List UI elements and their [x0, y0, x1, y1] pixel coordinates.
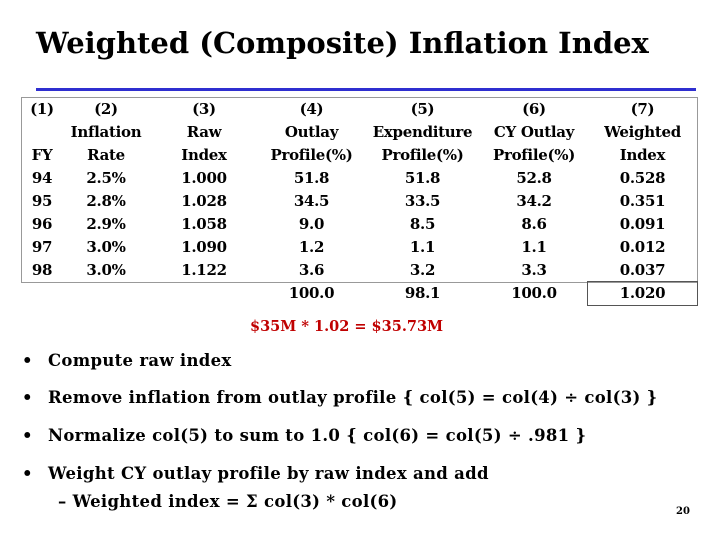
header-number: (7) [630, 100, 655, 118]
cell: 1.1 [521, 238, 547, 256]
header-line: FY [31, 146, 53, 164]
cell: 3.2 [409, 261, 436, 279]
title: Weighted (Composite) Inflation Index [36, 26, 649, 60]
totals-row: 100.0 98.1 100.0 1.020 [22, 281, 698, 306]
cell: 1.000 [181, 169, 227, 187]
bullet-dot: • [22, 388, 33, 407]
header-line: Expenditure [372, 123, 473, 141]
cell: 1.090 [181, 238, 227, 256]
data-row: 94 2.5% 1.000 51.8 51.8 52.8 0.528 [22, 167, 697, 190]
bullet: • Normalize col(5) to sum to 1.0 { col(6)… [22, 426, 586, 445]
bullet: • Compute raw index [22, 351, 232, 370]
bullet-dot: • [22, 464, 33, 483]
header-line: Profile(%) [270, 146, 353, 164]
header-label: CY Outlay Profile(%) [480, 121, 588, 167]
header-line: Profile(%) [492, 146, 576, 164]
header-number: (2) [94, 100, 118, 118]
cell: 2.5% [86, 169, 126, 187]
header-line: Index [619, 146, 666, 164]
header-line: Outlay [284, 123, 339, 141]
header-line: Index [181, 146, 227, 164]
header-label: FY [22, 121, 62, 167]
title-rule [36, 88, 696, 91]
spacer [62, 282, 150, 305]
header-label: Raw Index [150, 121, 258, 167]
bullet-text: Remove inflation from outlay profile { c… [48, 388, 658, 407]
bullet: • Weight CY outlay profile by raw index a… [22, 464, 489, 483]
total-cell: 1.020 [587, 281, 698, 306]
cell: 3.3 [521, 261, 547, 279]
calculation: $35M * 1.02 = $35.73M [250, 318, 444, 335]
cell: 2.8% [86, 192, 126, 210]
cell: 97 [31, 238, 53, 256]
cell: 33.5 [404, 192, 441, 210]
table-body: (1) (2) (3) (4) (5) (6) (7) FY Inflation Rate Raw I… [21, 97, 698, 283]
bullet-text: Weight CY outlay profile by raw index an… [48, 464, 489, 483]
bullet: • Remove inflation from outlay profile { … [22, 388, 658, 407]
header-number: (4) [299, 100, 324, 118]
cell: 8.6 [521, 215, 547, 233]
header-line: Inflation [70, 123, 142, 141]
header-line: CY Outlay [493, 123, 575, 141]
header-label: Inflation Rate [62, 121, 150, 167]
bullet-dot: • [22, 351, 33, 370]
data-row: 95 2.8% 1.028 34.5 33.5 34.2 0.351 [22, 190, 697, 213]
cell: 2.9% [86, 215, 126, 233]
header-number: (3) [192, 100, 216, 118]
cell: 1.058 [181, 215, 227, 233]
table-totals: 100.0 98.1 100.0 1.020 [22, 281, 698, 306]
header-label: Weighted Index [588, 121, 697, 167]
total-cell: 100.0 [288, 284, 335, 302]
cell: 0.012 [619, 238, 666, 256]
cell: 0.037 [619, 261, 666, 279]
cell: 8.5 [409, 215, 436, 233]
header-line: Profile(%) [381, 146, 464, 164]
spacer [22, 282, 62, 305]
data-row: 96 2.9% 1.058 9.0 8.5 8.6 0.091 [22, 213, 697, 236]
cell: 96 [31, 215, 53, 233]
cell: 94 [31, 169, 53, 187]
sub-bullet-text: Weighted index = Σ col(3) * col(6) [72, 492, 398, 511]
header-line: Raw [186, 123, 222, 141]
total-cell: 100.0 [511, 284, 557, 302]
cell: 51.8 [404, 169, 441, 187]
header-label-row: FY Inflation Rate Raw Index Outlay Profile(%) E… [22, 121, 697, 167]
header-label: Expenditure Profile(%) [365, 121, 480, 167]
cell: 95 [31, 192, 53, 210]
sub-bullet: – Weighted index = Σ col(3) * col(6) [58, 492, 398, 511]
bullet-text: Compute raw index [48, 351, 232, 370]
cell: 1.2 [298, 238, 325, 256]
cell: 34.2 [516, 192, 552, 210]
header-number: (5) [410, 100, 435, 118]
cell: 0.351 [619, 192, 666, 210]
cell: 9.0 [298, 215, 325, 233]
cell: 1.122 [181, 261, 227, 279]
cell: 3.6 [298, 261, 325, 279]
cell: 0.091 [619, 215, 666, 233]
data-row: 98 3.0% 1.122 3.6 3.2 3.3 0.037 [22, 259, 697, 282]
header-number-row: (1) (2) (3) (4) (5) (6) (7) [22, 98, 697, 121]
data-row: 97 3.0% 1.090 1.2 1.1 1.1 0.012 [22, 236, 697, 259]
cell: 52.8 [516, 169, 552, 187]
bullet-dot: • [22, 426, 33, 445]
header-line: Rate [87, 146, 125, 164]
data-table: (1) (2) (3) (4) (5) (6) (7) FY Inflation Rate Raw I… [21, 97, 698, 306]
cell: 3.0% [86, 238, 126, 256]
header-label: Outlay Profile(%) [258, 121, 365, 167]
cell: 1.028 [181, 192, 227, 210]
header-number: (1) [30, 100, 54, 118]
header-line: Weighted [604, 123, 681, 141]
cell: 34.5 [293, 192, 330, 210]
cell: 0.528 [619, 169, 666, 187]
cell: 3.0% [86, 261, 126, 279]
cell: 1.1 [409, 238, 436, 256]
cell: 98 [31, 261, 53, 279]
cell: 51.8 [293, 169, 330, 187]
bullet-text: Normalize col(5) to sum to 1.0 { col(6) … [48, 426, 587, 445]
spacer [150, 282, 258, 305]
total-cell: 98.1 [404, 284, 441, 302]
header-number: (6) [522, 100, 546, 118]
page-number: 20 [676, 506, 690, 517]
